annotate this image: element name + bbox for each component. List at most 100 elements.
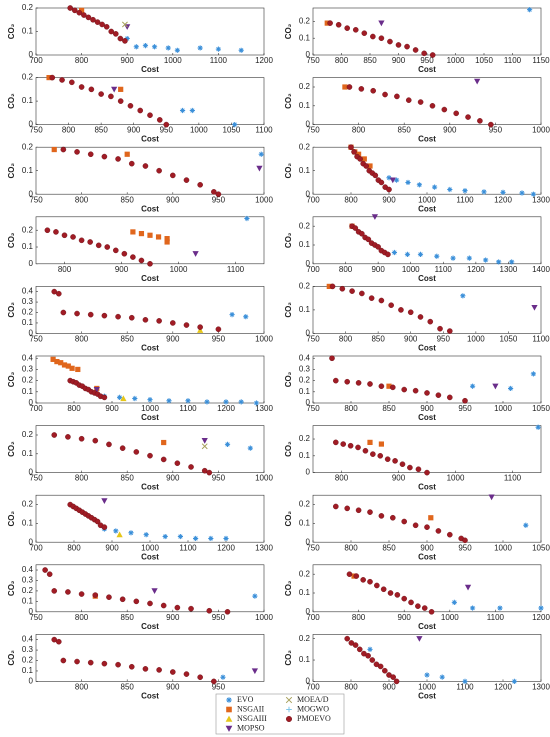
point: [390, 674, 396, 680]
legend-marker: [226, 706, 232, 713]
point: [90, 16, 96, 23]
point: [378, 383, 385, 390]
x-axis-label: Cost: [141, 622, 159, 631]
point: [117, 35, 124, 42]
point: [361, 30, 368, 36]
y-axis-label: CO₂: [284, 580, 293, 596]
x-tick-label: 1050: [475, 56, 493, 65]
point: [156, 318, 162, 324]
point: [42, 567, 48, 573]
y-tick-label: 0.2: [299, 17, 311, 26]
y-axis-label: CO₂: [284, 302, 293, 318]
point: [251, 668, 258, 675]
point: [122, 38, 128, 44]
x-tick-label: 850: [363, 56, 377, 65]
y-tick-label: 0.3: [22, 576, 34, 585]
x-tick-label: 900: [392, 474, 406, 483]
point: [256, 165, 263, 172]
point: [258, 151, 264, 157]
point: [169, 172, 176, 179]
point: [119, 445, 126, 451]
y-tick-label: 0.2: [299, 282, 311, 291]
point: [142, 43, 149, 49]
point: [375, 244, 381, 250]
point: [243, 314, 249, 320]
point: [188, 464, 194, 470]
point: [424, 390, 430, 396]
x-tick-label: 1100: [456, 195, 474, 204]
point: [346, 84, 353, 90]
point: [87, 151, 94, 158]
y-tick-label: 0.2: [299, 376, 311, 385]
x-tick-label: 950: [437, 335, 451, 344]
point: [192, 251, 199, 257]
point: [156, 167, 162, 174]
point: [361, 156, 367, 162]
point: [399, 461, 406, 468]
x-tick-label: 700: [306, 613, 320, 622]
point: [358, 86, 365, 92]
point: [424, 524, 430, 530]
point: [56, 638, 62, 645]
x-tick-label: 800: [75, 683, 89, 692]
x-tick-label: 950: [458, 543, 472, 552]
y-tick-label: 0: [306, 50, 311, 59]
y-axis-label: CO₂: [284, 441, 293, 457]
x-tick-label: 1100: [227, 265, 245, 274]
point: [407, 464, 413, 471]
x-tick-label: 700: [306, 683, 320, 692]
point: [87, 311, 94, 318]
point: [462, 537, 468, 544]
y-tick-label: 0.1: [299, 387, 311, 396]
point: [78, 591, 85, 597]
plot-area: [35, 425, 265, 473]
point: [344, 505, 351, 512]
x-tick-label: 1050: [532, 404, 550, 413]
x-tick-label: 1000: [255, 474, 273, 483]
point: [71, 7, 78, 14]
x-tick-label: 1200: [532, 613, 550, 622]
point: [99, 21, 105, 28]
x-tick-label: 1400: [532, 265, 550, 274]
x-axis-label: Cost: [418, 344, 436, 353]
x-tick-label: 800: [75, 195, 89, 204]
point: [447, 186, 453, 193]
point: [147, 600, 153, 607]
plot-area: [312, 425, 542, 473]
x-tick-label: 750: [306, 404, 320, 413]
x-tick-label: 850: [121, 683, 135, 692]
x-tick-label: 900: [166, 613, 180, 622]
point: [238, 47, 244, 53]
point: [81, 12, 87, 18]
plot-area: [35, 634, 265, 682]
point: [437, 325, 443, 332]
point: [93, 386, 100, 393]
point: [530, 371, 536, 377]
point: [51, 288, 58, 295]
y-axis-label: CO₂: [7, 510, 16, 526]
x-tick-label: 850: [121, 613, 135, 622]
point: [446, 394, 453, 401]
point: [204, 399, 210, 405]
point: [78, 435, 85, 442]
x-tick-label: 900: [443, 126, 457, 135]
x-tick-label: 950: [212, 335, 226, 344]
x-axis-label: Cost: [141, 135, 159, 144]
point: [519, 190, 525, 196]
point: [142, 163, 149, 169]
x-tick-label: 1100: [435, 265, 453, 274]
y-axis-label: CO₂: [284, 510, 293, 526]
point: [509, 259, 515, 265]
x-tick-label: 950: [489, 126, 503, 135]
y-axis-label: CO₂: [284, 650, 293, 666]
x-tick-label: 800: [67, 543, 81, 552]
point: [363, 163, 370, 169]
y-tick-label: 0.1: [22, 519, 34, 528]
point: [223, 535, 229, 542]
point: [106, 441, 112, 448]
y-axis-label: CO₂: [7, 441, 16, 457]
point: [156, 117, 163, 123]
x-tick-label: 900: [127, 126, 141, 135]
point: [470, 605, 476, 611]
point: [133, 44, 139, 50]
